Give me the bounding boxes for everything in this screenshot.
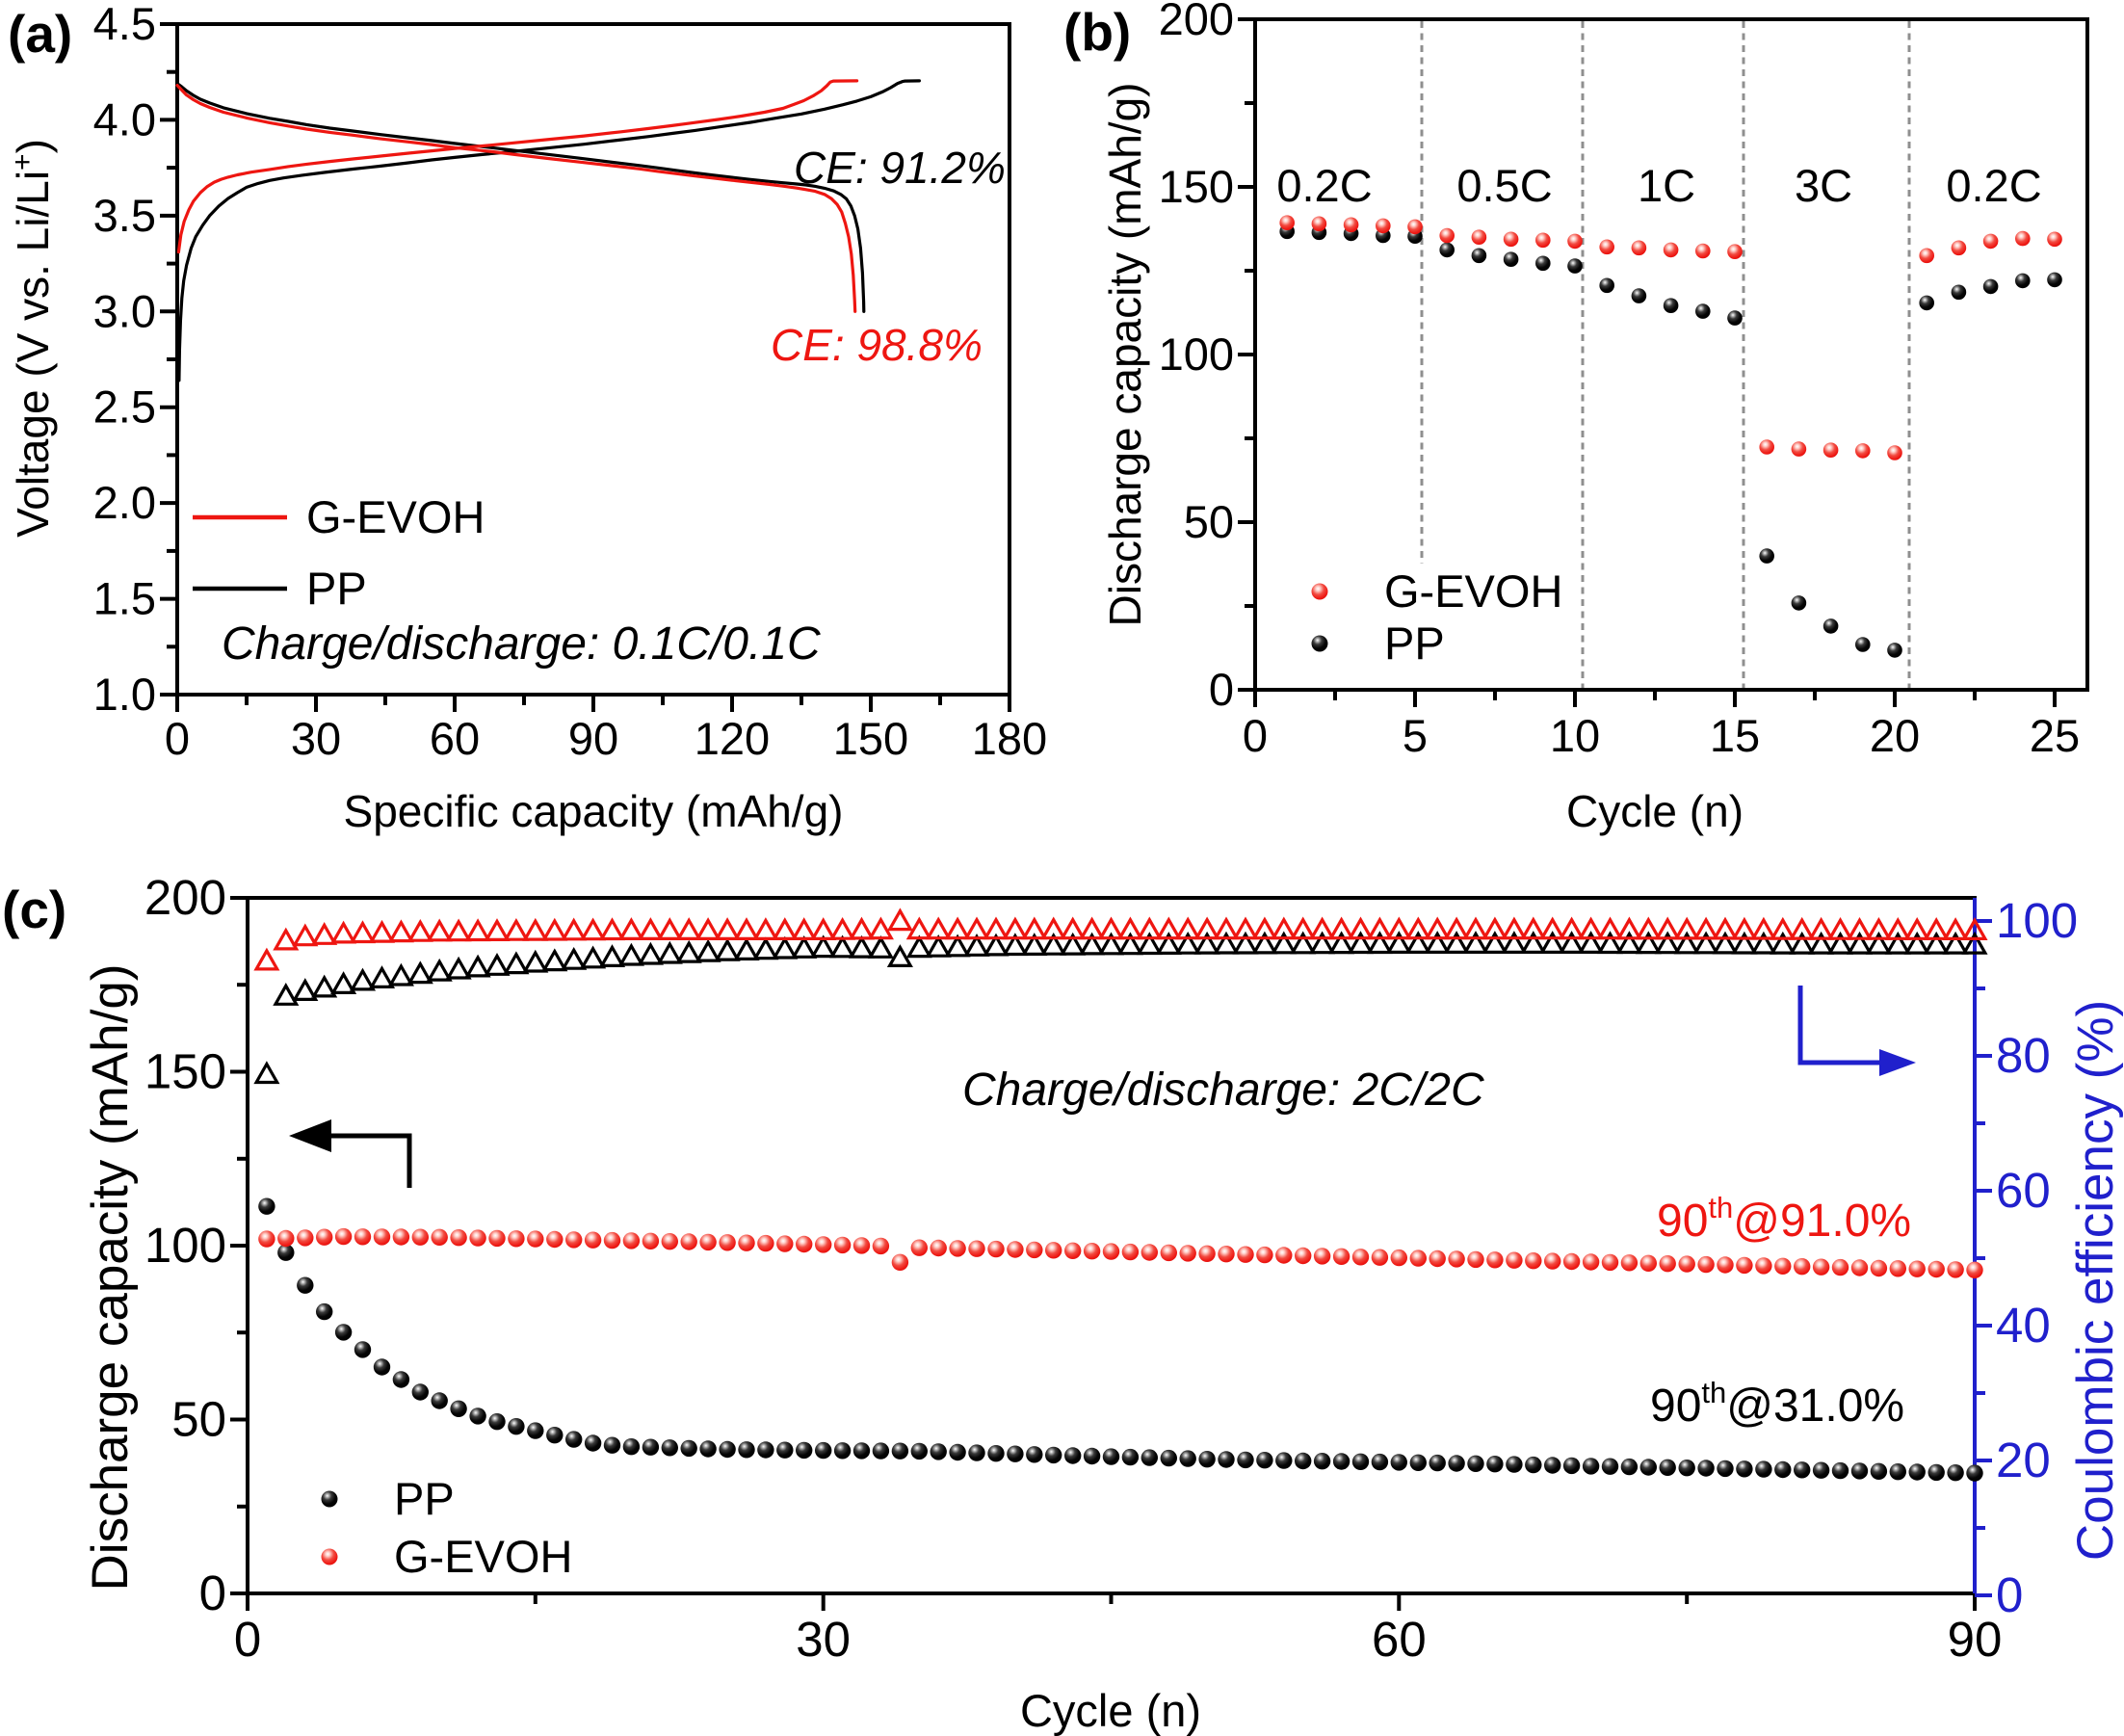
svg-text:20: 20 — [1996, 1433, 2051, 1487]
svg-text:0.5C: 0.5C — [1456, 160, 1552, 211]
svg-text:15: 15 — [1710, 710, 1760, 761]
svg-text:Specific capacity (mAh/g): Specific capacity (mAh/g) — [344, 786, 844, 836]
svg-text:30: 30 — [796, 1612, 851, 1667]
svg-text:150: 150 — [144, 1044, 226, 1099]
svg-text:CE: 98.8%: CE: 98.8% — [771, 320, 983, 370]
svg-text:200: 200 — [1159, 0, 1234, 44]
svg-text:G-EVOH: G-EVOH — [1384, 566, 1562, 617]
svg-text:0.2C: 0.2C — [1946, 160, 2041, 211]
svg-text:80: 80 — [1996, 1028, 2051, 1083]
svg-text:G-EVOH: G-EVOH — [394, 1531, 572, 1582]
svg-text:90th@91.0%: 90th@91.0% — [1657, 1191, 1911, 1247]
svg-text:4.5: 4.5 — [93, 0, 156, 49]
svg-text:50: 50 — [171, 1392, 226, 1447]
svg-text:30: 30 — [291, 713, 341, 764]
svg-text:0: 0 — [165, 713, 190, 764]
svg-text:20: 20 — [1870, 710, 1920, 761]
svg-text:100: 100 — [144, 1218, 226, 1273]
svg-text:100: 100 — [1159, 329, 1234, 380]
svg-text:0: 0 — [234, 1612, 261, 1667]
svg-text:4.0: 4.0 — [93, 93, 156, 145]
svg-text:120: 120 — [695, 713, 770, 764]
svg-text:Charge/discharge: 2C/2C: Charge/discharge: 2C/2C — [962, 1065, 1484, 1116]
svg-text:10: 10 — [1550, 710, 1600, 761]
svg-text:Charge/discharge: 0.1C/0.1C: Charge/discharge: 0.1C/0.1C — [222, 618, 821, 670]
svg-text:200: 200 — [144, 870, 226, 925]
svg-text:1C: 1C — [1638, 160, 1695, 211]
svg-text:(c): (c) — [2, 880, 66, 939]
svg-text:3C: 3C — [1795, 160, 1852, 211]
svg-text:90: 90 — [568, 713, 618, 764]
svg-text:1.5: 1.5 — [93, 573, 156, 624]
svg-text:G-EVOH: G-EVOH — [306, 491, 485, 542]
svg-text:PP: PP — [394, 1473, 455, 1524]
svg-text:60: 60 — [430, 713, 480, 764]
svg-text:0: 0 — [199, 1565, 226, 1620]
svg-text:60: 60 — [1996, 1163, 2051, 1218]
svg-text:180: 180 — [972, 713, 1047, 764]
svg-text:PP: PP — [1384, 618, 1445, 669]
svg-text:(a): (a) — [8, 4, 72, 64]
svg-text:Coulombic efficiency (%): Coulombic efficiency (%) — [2067, 1000, 2124, 1561]
svg-text:3.5: 3.5 — [93, 190, 156, 241]
svg-text:90th@31.0%: 90th@31.0% — [1650, 1376, 1904, 1432]
svg-text:2.5: 2.5 — [93, 381, 156, 433]
svg-text:Voltage (V vs. Li/Li+): Voltage (V vs. Li/Li+) — [7, 139, 58, 538]
svg-text:150: 150 — [833, 713, 908, 764]
svg-text:5: 5 — [1403, 710, 1428, 761]
svg-text:90: 90 — [1948, 1612, 2003, 1667]
svg-text:Discharge capacity (mAh/g): Discharge capacity (mAh/g) — [1100, 83, 1150, 627]
svg-text:0: 0 — [1209, 664, 1234, 715]
svg-text:0.2C: 0.2C — [1276, 160, 1372, 211]
svg-text:1.0: 1.0 — [93, 669, 156, 720]
svg-text:(b): (b) — [1063, 2, 1131, 62]
svg-text:50: 50 — [1184, 496, 1234, 547]
svg-text:0: 0 — [1243, 710, 1268, 761]
svg-text:40: 40 — [1996, 1298, 2051, 1353]
svg-text:CE: 91.2%: CE: 91.2% — [794, 143, 1006, 193]
svg-text:2.0: 2.0 — [93, 477, 156, 528]
svg-text:PP: PP — [306, 563, 367, 614]
svg-text:60: 60 — [1372, 1612, 1427, 1667]
svg-text:Cycle (n): Cycle (n) — [1566, 786, 1744, 836]
svg-text:3.0: 3.0 — [93, 285, 156, 336]
svg-text:Cycle (n): Cycle (n) — [1020, 1685, 1201, 1736]
svg-text:Discharge capacity (mAh/g): Discharge capacity (mAh/g) — [82, 964, 139, 1591]
svg-text:0: 0 — [1996, 1567, 2023, 1622]
svg-text:100: 100 — [1996, 893, 2078, 948]
svg-text:25: 25 — [2030, 710, 2080, 761]
svg-text:150: 150 — [1159, 161, 1234, 212]
